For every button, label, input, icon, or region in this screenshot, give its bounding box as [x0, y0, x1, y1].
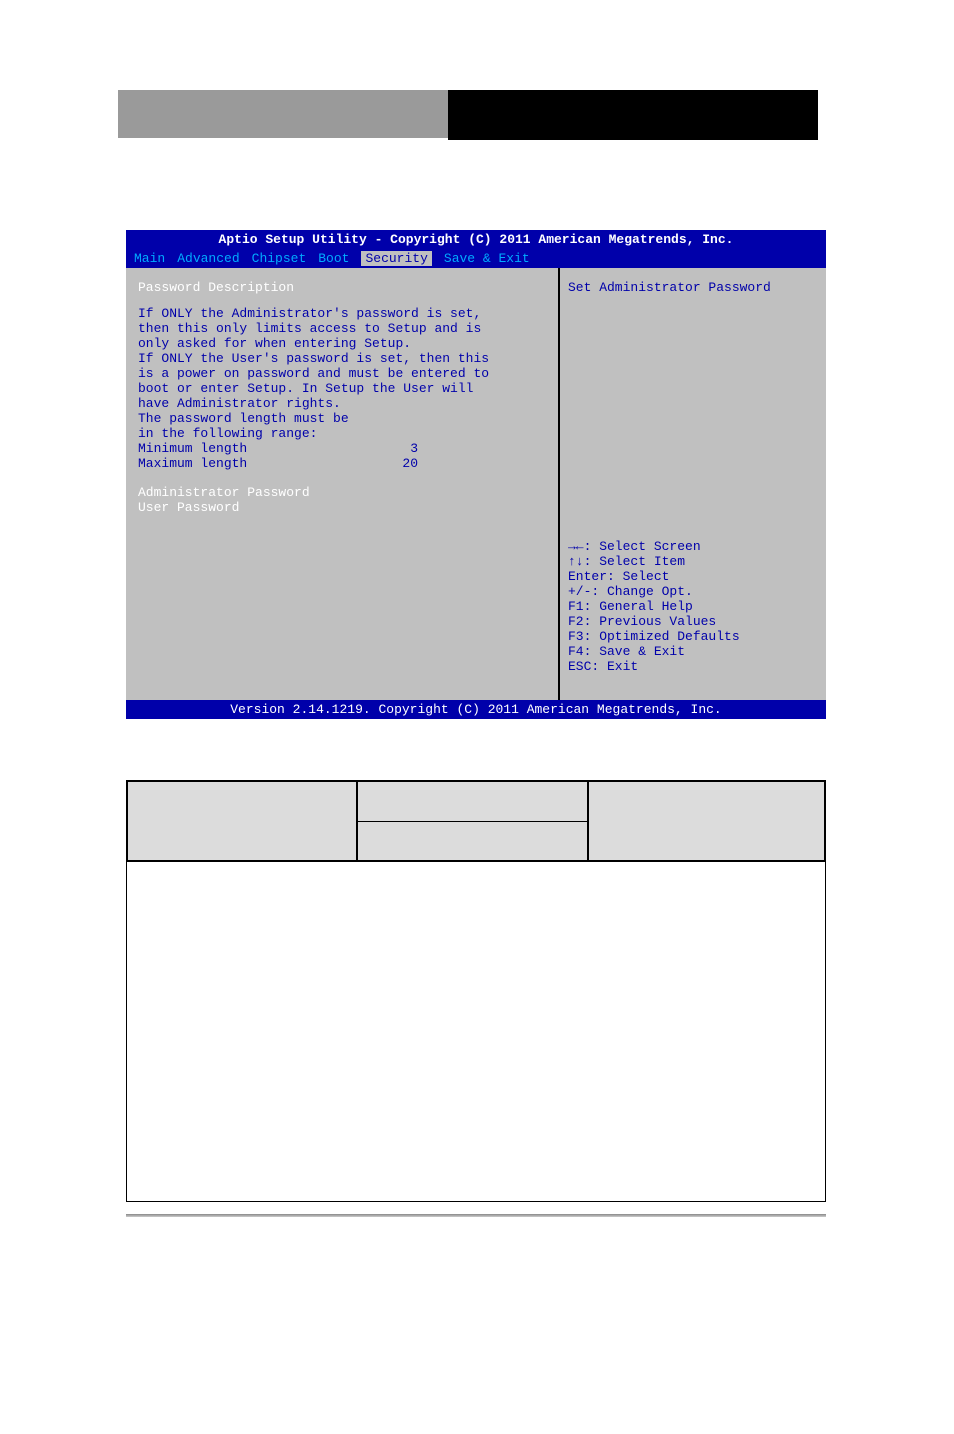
bios-footer: Version 2.14.1219. Copyright (C) 2011 Am… — [126, 700, 826, 719]
desc-line4: If ONLY the User's password is set, then… — [138, 352, 546, 367]
desc-line9: in the following range: — [138, 427, 546, 442]
min-length-label: Minimum length — [138, 441, 247, 456]
desc-line3: only asked for when entering Setup. — [138, 337, 546, 352]
bottom-divider — [126, 1214, 826, 1217]
table-header-cell-2-bottom — [358, 822, 586, 861]
help-select-screen: →←: Select Screen — [568, 539, 818, 554]
desc-line8: The password length must be — [138, 412, 546, 427]
right-panel-title: Set Administrator Password — [568, 280, 818, 295]
bios-right-panel: Set Administrator Password →←: Select Sc… — [560, 268, 826, 700]
tab-boot[interactable]: Boot — [318, 251, 349, 266]
max-length-label: Maximum length — [138, 456, 247, 471]
help-select-item: ↑↓: Select Item — [568, 554, 818, 569]
desc-line1: If ONLY the Administrator's password is … — [138, 307, 546, 322]
max-length-row: Maximum length 20 — [138, 456, 418, 471]
table-header-row — [127, 781, 825, 861]
bios-left-panel: Password Description If ONLY the Adminis… — [126, 268, 560, 700]
tab-advanced[interactable]: Advanced — [177, 251, 239, 266]
help-general-help: F1: General Help — [568, 599, 818, 614]
password-description-title: Password Description — [138, 280, 546, 295]
help-change-opt: +/-: Change Opt. — [568, 584, 818, 599]
bios-content: Password Description If ONLY the Adminis… — [126, 268, 826, 700]
table-header-cell-2 — [357, 781, 587, 861]
bios-tabs: Main Advanced Chipset Boot Security Save… — [126, 249, 826, 268]
header-left-gray — [118, 90, 448, 140]
header-right-black — [448, 90, 818, 140]
help-optimized-defaults: F3: Optimized Defaults — [568, 629, 818, 644]
tab-main[interactable]: Main — [134, 251, 165, 266]
desc-line6: boot or enter Setup. In Setup the User w… — [138, 382, 546, 397]
tab-chipset[interactable]: Chipset — [252, 251, 307, 266]
bios-window: Aptio Setup Utility - Copyright (C) 2011… — [126, 230, 826, 718]
help-previous-values: F2: Previous Values — [568, 614, 818, 629]
help-save-exit: F4: Save & Exit — [568, 644, 818, 659]
user-password-item[interactable]: User Password — [138, 500, 546, 515]
help-esc-exit: ESC: Exit — [568, 659, 818, 674]
administrator-password-item[interactable]: Administrator Password — [138, 485, 546, 500]
desc-line5: is a power on password and must be enter… — [138, 367, 546, 382]
help-lines: →←: Select Screen ↑↓: Select Item Enter:… — [568, 539, 818, 674]
help-enter-select: Enter: Select — [568, 569, 818, 584]
desc-line2: then this only limits access to Setup an… — [138, 322, 546, 337]
table-area — [126, 780, 826, 1202]
min-length-row: Minimum length 3 — [138, 441, 418, 456]
min-length-value: 3 — [410, 441, 418, 456]
table-body — [127, 861, 825, 1201]
table-header-cell-3 — [588, 781, 825, 861]
table-header-cell-1 — [127, 781, 357, 861]
max-length-value: 20 — [402, 456, 418, 471]
desc-line7: have Administrator rights. — [138, 397, 546, 412]
tab-security[interactable]: Security — [361, 251, 431, 266]
page-header-bar — [118, 90, 818, 140]
tab-save-exit[interactable]: Save & Exit — [444, 251, 530, 266]
bios-title: Aptio Setup Utility - Copyright (C) 2011… — [126, 230, 826, 249]
table-header-cell-2-top — [358, 782, 586, 822]
